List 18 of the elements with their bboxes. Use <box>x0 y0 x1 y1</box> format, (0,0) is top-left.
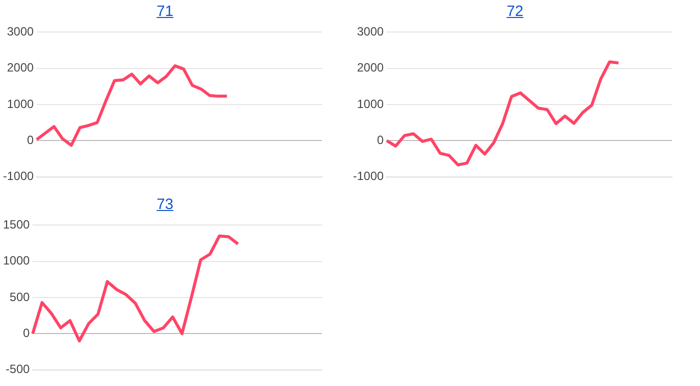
y-tick-label: 0 <box>23 326 30 340</box>
y-tick-label: 1500 <box>2 218 30 232</box>
y-tick-label: 2000 <box>6 60 34 75</box>
y-tick-label: 3000 <box>6 24 34 39</box>
y-tick-label: 0 <box>377 132 384 147</box>
chart-title: 73 <box>156 196 174 213</box>
y-tick-label: 2000 <box>356 60 384 75</box>
y-tick-label: 500 <box>10 290 30 304</box>
y-tick-label: -1000 <box>2 169 34 184</box>
y-tick-label: -500 <box>6 362 30 376</box>
y-tick-label: -1000 <box>352 169 384 184</box>
y-tick-label: 1000 <box>6 96 34 111</box>
y-tick-label: 0 <box>27 132 34 147</box>
y-tick-label: 1000 <box>356 96 384 111</box>
chart-title: 71 <box>156 3 174 20</box>
y-tick-label: 3000 <box>356 24 384 39</box>
y-tick-label: 1000 <box>2 254 30 268</box>
chart-title: 72 <box>506 3 524 20</box>
